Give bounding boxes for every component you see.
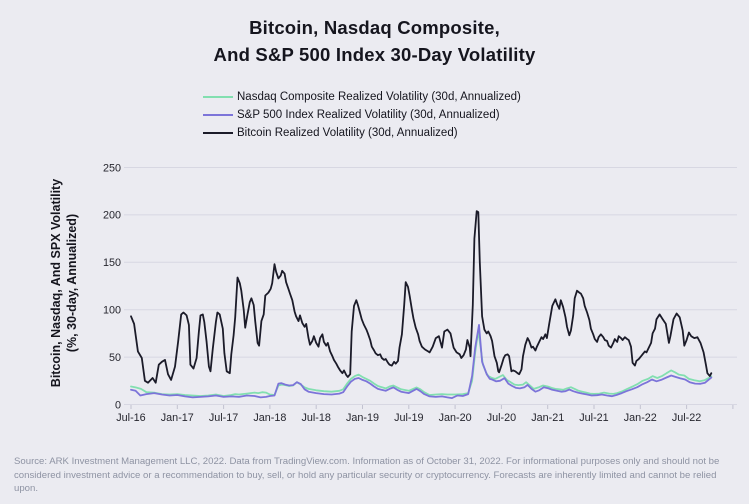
series-line-sp500: [130, 323, 713, 400]
bitcoin-line-swatch: [203, 132, 233, 134]
x-tick-label-Jan-18: Jan-18: [253, 412, 286, 424]
x-tick-label-Jan-20: Jan-20: [439, 412, 472, 424]
x-tick-label-Jul-17: Jul-17: [209, 412, 238, 424]
y-tick-label-200: 200: [103, 210, 121, 222]
sp500-legend-label: S&P 500 Index Realized Volatility (30d, …: [237, 109, 500, 121]
chart-legend: Nasdaq Composite Realized Volatility (30…: [203, 88, 521, 142]
y-tick-label-250: 250: [103, 162, 121, 174]
x-tick-label-Jul-20: Jul-20: [487, 412, 516, 424]
y-axis-label-line-2: (%, 30-day, Annualized): [65, 213, 79, 353]
chart-title-line-1: Bitcoin, Nasdaq Composite,: [249, 17, 500, 38]
series-line-bitcoin: [130, 210, 713, 384]
x-tick-label-Jul-16: Jul-16: [116, 412, 145, 424]
chart-title-line-2: And S&P 500 Index 30-Day Volatility: [213, 44, 536, 65]
x-tick-label-Jul-22: Jul-22: [672, 412, 701, 424]
y-tick-label-50: 50: [109, 352, 121, 364]
chart-title: Bitcoin, Nasdaq Composite, And S&P 500 I…: [0, 14, 749, 68]
y-axis-label-line-1: Bitcoin, Nasdaq, And SPX Volatility: [49, 178, 63, 388]
legend-item-bitcoin: Bitcoin Realized Volatility (30d, Annual…: [203, 124, 521, 142]
legend-item-sp500: S&P 500 Index Realized Volatility (30d, …: [203, 106, 521, 124]
nasdaq-legend-label: Nasdaq Composite Realized Volatility (30…: [237, 91, 521, 103]
sp500-line-swatch: [203, 114, 233, 116]
x-tick-label-Jan-21: Jan-21: [531, 412, 564, 424]
x-tick-label-Jan-17: Jan-17: [161, 412, 194, 424]
legend-item-nasdaq: Nasdaq Composite Realized Volatility (30…: [203, 88, 521, 106]
series-line-nasdaq: [130, 329, 713, 397]
y-tick-label-100: 100: [103, 305, 121, 317]
nasdaq-line-swatch: [203, 96, 233, 98]
x-tick-label-Jul-21: Jul-21: [579, 412, 608, 424]
source-disclaimer-text: Source: ARK Investment Management LLC, 2…: [14, 456, 720, 494]
x-tick-label-Jul-19: Jul-19: [394, 412, 423, 424]
x-tick-label-Jul-18: Jul-18: [301, 412, 330, 424]
x-tick-label-Jan-19: Jan-19: [346, 412, 379, 424]
bitcoin-legend-label: Bitcoin Realized Volatility (30d, Annual…: [237, 127, 458, 139]
x-tick-label-Jan-22: Jan-22: [624, 412, 657, 424]
y-axis-label: Bitcoin, Nasdaq, And SPX Volatility (%, …: [48, 179, 80, 387]
y-tick-label-150: 150: [103, 257, 121, 269]
y-tick-label-0: 0: [115, 399, 121, 411]
